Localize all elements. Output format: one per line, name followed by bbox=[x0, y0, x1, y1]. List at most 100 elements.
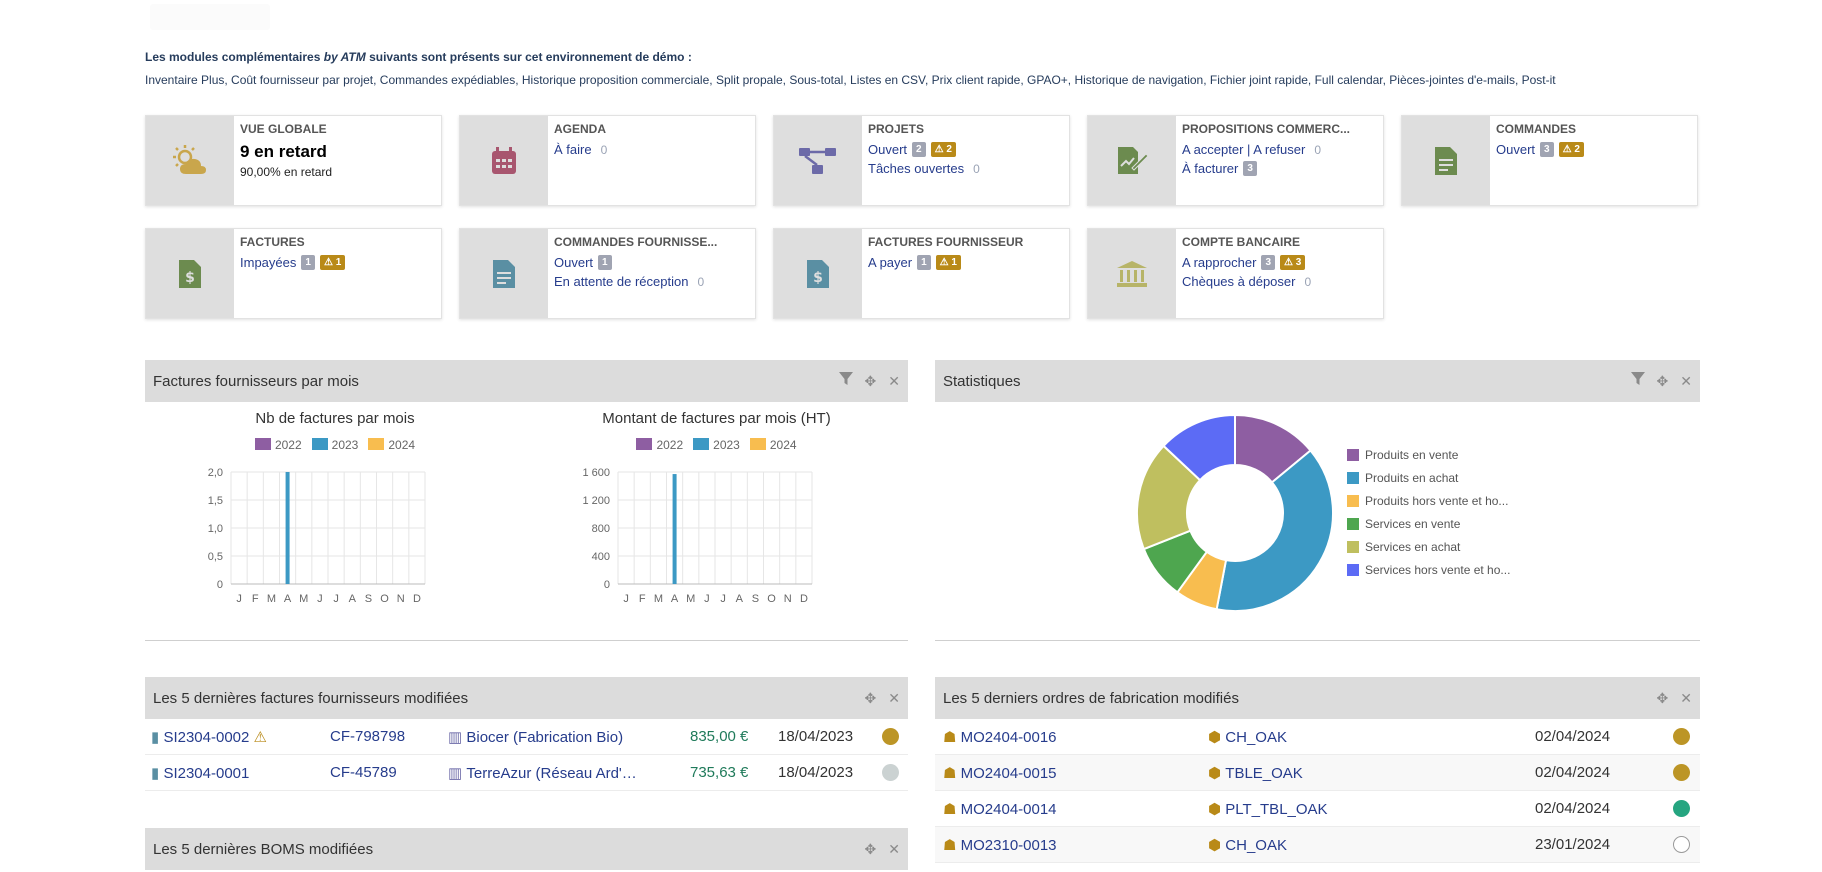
pie-legend-item[interactable]: Services en vente bbox=[1347, 512, 1510, 535]
panel-header[interactable]: Statistiques ✥ ✕ bbox=[935, 360, 1700, 402]
supplier-invoices-pay-link[interactable]: A payer 1 ⚠ 1 bbox=[868, 255, 1063, 270]
pie-legend-item[interactable]: Produits en vente bbox=[1347, 443, 1510, 466]
box-orders[interactable]: COMMANDES Ouvert 3 ⚠ 2 bbox=[1401, 115, 1698, 206]
pie-slice-5[interactable] bbox=[1162, 413, 1236, 482]
supplier-orders-reception-link[interactable]: En attente de réception 0 bbox=[554, 274, 749, 289]
legend-swatch bbox=[1347, 540, 1359, 553]
move-icon[interactable]: ✥ bbox=[864, 841, 877, 857]
late-badge-count: 1 bbox=[335, 257, 342, 268]
box-proposals[interactable]: PROPOSITIONS COMMERC... A accepter | A r… bbox=[1087, 115, 1384, 206]
panel-header[interactable]: Factures fournisseurs par mois ✥ ✕ bbox=[145, 360, 908, 402]
supplier-invoice-icon: $ bbox=[774, 229, 862, 318]
mo-ref-link[interactable]: ☗ MO2404-0016 bbox=[943, 728, 1057, 746]
move-icon[interactable]: ✥ bbox=[864, 373, 877, 389]
legend-item-2022[interactable]: 2022 bbox=[636, 438, 683, 452]
mo-ref-link[interactable]: ☗ MO2404-0015 bbox=[943, 764, 1057, 782]
x-tick-label: A bbox=[284, 593, 292, 605]
panel-statistics: Statistiques ✥ ✕ Produits en vente Produ… bbox=[935, 360, 1700, 641]
box-title: PROJETS bbox=[868, 122, 925, 136]
weather-icon bbox=[146, 116, 234, 205]
product-link[interactable]: ⬢ CH_OAK bbox=[1208, 836, 1287, 854]
proposals-accept-link[interactable]: A accepter | A refuser 0 bbox=[1182, 142, 1377, 157]
projects-tasks-label: Tâches ouvertes bbox=[868, 161, 965, 176]
pie-legend-item[interactable]: Services hors vente et ho... bbox=[1347, 558, 1510, 581]
projects-tasks-link[interactable]: Tâches ouvertes 0 bbox=[868, 161, 1063, 176]
invoices-unpaid-label: Impayées bbox=[240, 255, 297, 270]
pie-legend-item[interactable]: Services en achat bbox=[1347, 535, 1510, 558]
legend-item-2022[interactable]: 2022 bbox=[254, 438, 302, 452]
panel-title: Factures fournisseurs par mois bbox=[153, 372, 359, 390]
x-tick-label: N bbox=[397, 593, 405, 605]
x-tick-label: N bbox=[784, 593, 792, 605]
product-link[interactable]: ⬢ PLT_TBL_OAK bbox=[1208, 800, 1328, 818]
legend-item-2023[interactable]: 2023 bbox=[311, 438, 359, 452]
bar-2023-3[interactable] bbox=[285, 472, 290, 584]
close-icon[interactable]: ✕ bbox=[888, 373, 900, 389]
close-icon[interactable]: ✕ bbox=[888, 841, 900, 857]
bar-2023-3[interactable] bbox=[672, 474, 677, 584]
table-row: ☗ MO2404-0014 ⬢ PLT_TBL_OAK 02/04/2024 bbox=[935, 791, 1700, 827]
bank-cheques-link[interactable]: Chèques à déposer 0 bbox=[1182, 274, 1377, 289]
supplier-invoice-icon: ▮ bbox=[151, 728, 160, 746]
y-tick-label: 800 bbox=[592, 523, 610, 535]
box-agenda[interactable]: AGENDA À faire 0 bbox=[459, 115, 756, 206]
late-percent: 90,00% en retard bbox=[240, 165, 333, 179]
status-dot bbox=[882, 728, 899, 745]
late-count[interactable]: 9 en retard bbox=[240, 142, 327, 161]
proposals-bill-link[interactable]: À facturer 3 bbox=[1182, 161, 1377, 176]
box-projects[interactable]: PROJETS Ouvert 2 ⚠ 2 Tâches ouvertes 0 bbox=[773, 115, 1070, 206]
close-icon[interactable]: ✕ bbox=[1680, 373, 1692, 389]
y-tick-label: 1 200 bbox=[582, 495, 610, 507]
company-link[interactable]: ▥ TerreAzur (Réseau Ard'Pr... bbox=[448, 764, 643, 782]
legend-swatch bbox=[1347, 517, 1359, 530]
x-tick-label: D bbox=[800, 593, 808, 605]
legend-item-2024[interactable]: 2024 bbox=[368, 438, 415, 452]
box-overview[interactable]: VUE GLOBALE 9 en retard 90,00% en retard bbox=[145, 115, 442, 206]
status-dot bbox=[1673, 764, 1690, 781]
company-link[interactable]: ▥ Biocer (Fabrication Bio) bbox=[448, 728, 643, 746]
calendar-icon bbox=[460, 116, 548, 205]
pie-legend-item[interactable]: Produits en achat bbox=[1347, 466, 1510, 489]
projects-open-link[interactable]: Ouvert 2 ⚠ 2 bbox=[868, 142, 1063, 157]
product-ref: CH_OAK bbox=[1225, 836, 1287, 854]
orders-open-link[interactable]: Ouvert 3 ⚠ 2 bbox=[1496, 142, 1691, 157]
chart-count-title: Nb de factures par mois bbox=[255, 410, 415, 427]
move-icon[interactable]: ✥ bbox=[1656, 690, 1669, 706]
pie-slice-1[interactable] bbox=[1215, 449, 1334, 612]
close-icon[interactable]: ✕ bbox=[1680, 690, 1692, 706]
invoices-unpaid-link[interactable]: Impayées 1 ⚠ 1 bbox=[240, 255, 435, 270]
panel-last-supplier-invoices: Les 5 dernières factures fournisseurs mo… bbox=[145, 677, 908, 792]
invoice-ref-link[interactable]: ▮ SI2304-0002 ⚠ bbox=[151, 728, 267, 746]
agenda-todo-link[interactable]: À faire 0 bbox=[554, 142, 749, 157]
mo-ref-link[interactable]: ☗ MO2310-0013 bbox=[943, 836, 1057, 854]
filter-icon[interactable] bbox=[1630, 372, 1645, 390]
box-bank[interactable]: COMPTE BANCAIRE A rapprocher 3 ⚠ 3 Chèques… bbox=[1087, 228, 1384, 319]
move-icon[interactable]: ✥ bbox=[864, 690, 877, 706]
panel-header[interactable]: Les 5 dernières factures fournisseurs mo… bbox=[145, 677, 908, 719]
count-badge: 1 bbox=[301, 255, 315, 270]
supplier-orders-open-link[interactable]: Ouvert 1 bbox=[554, 255, 749, 270]
box-title: COMMANDES FOURNISSE... bbox=[554, 235, 718, 249]
legend-item-2023[interactable]: 2023 bbox=[693, 438, 740, 452]
late-badge: ⚠ 2 bbox=[1558, 142, 1584, 157]
filter-icon[interactable] bbox=[838, 372, 853, 390]
legend-item-2024[interactable]: 2024 bbox=[749, 438, 797, 452]
mo-ref: MO2404-0014 bbox=[960, 800, 1057, 818]
product-link[interactable]: ⬢ TBLE_OAK bbox=[1208, 764, 1303, 782]
box-invoices[interactable]: $ FACTURES Impayées 1 ⚠ 1 bbox=[145, 228, 442, 319]
panel-header[interactable]: Les 5 dernières BOMS modifiées ✥ ✕ bbox=[145, 828, 908, 870]
invoice-ref-link[interactable]: ▮ SI2304-0001 bbox=[151, 764, 249, 782]
y-tick-label: 0 bbox=[217, 579, 223, 591]
box-supplier-invoices[interactable]: $ FACTURES FOURNISSEUR A payer 1 ⚠ 1 bbox=[773, 228, 1070, 319]
close-icon[interactable]: ✕ bbox=[888, 690, 900, 706]
mo-ref-link[interactable]: ☗ MO2404-0014 bbox=[943, 800, 1057, 818]
product-link[interactable]: ⬢ CH_OAK bbox=[1208, 728, 1287, 746]
box-supplier-orders[interactable]: COMMANDES FOURNISSE... Ouvert 1 En attent… bbox=[459, 228, 756, 319]
pie-legend-item[interactable]: Produits hors vente et ho... bbox=[1347, 489, 1510, 512]
legend-label: 2023 bbox=[331, 438, 359, 452]
bank-reconcile-link[interactable]: A rapprocher 3 ⚠ 3 bbox=[1182, 255, 1377, 270]
chart-count-legend: 2022 2023 2024 bbox=[145, 438, 525, 452]
move-icon[interactable]: ✥ bbox=[1656, 373, 1669, 389]
panel-header[interactable]: Les 5 derniers ordres de fabrication mod… bbox=[935, 677, 1700, 719]
count-badge: 2 bbox=[912, 142, 926, 157]
